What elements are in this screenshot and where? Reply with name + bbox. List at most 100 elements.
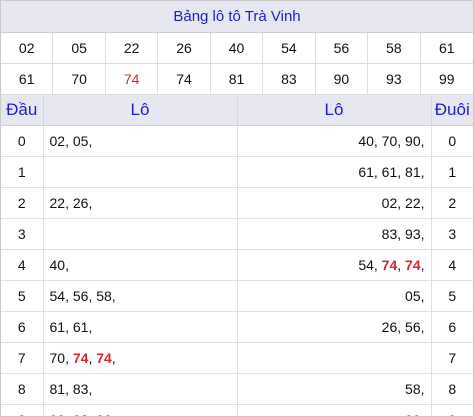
lo-by-head-cell: 54, 56, 58, xyxy=(43,280,238,312)
lo-by-head-cell: 61, 61, xyxy=(43,311,238,343)
lo-number: 99 xyxy=(96,412,112,416)
lo-number: 83 xyxy=(381,226,398,242)
dau-digit: 7 xyxy=(1,342,44,374)
table-row: 990, 93, 99, 99, 9 xyxy=(1,404,473,416)
result-number: 70 xyxy=(53,64,106,95)
lo-by-head-cell xyxy=(43,218,238,250)
lo-number: 56 xyxy=(405,319,421,335)
result-number: 99 xyxy=(420,64,473,95)
result-number: 05 xyxy=(53,33,106,64)
duoi-digit: 0 xyxy=(431,125,473,157)
lo-number: 90 xyxy=(405,133,421,149)
lo-number: 05 xyxy=(72,133,89,149)
lo-number: 70 xyxy=(49,350,66,366)
duoi-digit: 4 xyxy=(431,249,473,281)
lo-number: 22 xyxy=(405,195,421,211)
lo-number: 83 xyxy=(72,381,89,397)
dau-digit: 6 xyxy=(1,311,44,343)
dau-digit: 5 xyxy=(1,280,44,312)
lo-number: 90 xyxy=(50,412,66,416)
header-duoi: Đuôi xyxy=(431,95,473,126)
lo-by-head-cell: 90, 93, 99, xyxy=(43,404,238,416)
lo-number: 81 xyxy=(49,381,66,397)
result-number: 90 xyxy=(315,64,369,95)
lo-number: 40 xyxy=(49,257,66,273)
lo-by-head-cell: 70, 74, 74, xyxy=(43,342,238,374)
duoi-digit: 7 xyxy=(431,342,473,374)
lo-number: 61 xyxy=(49,319,66,335)
dau-digit: 4 xyxy=(1,249,44,281)
lo-by-tail-cell: 61, 61, 81, xyxy=(237,156,432,188)
lo-by-tail-cell: 58, xyxy=(237,373,432,405)
duoi-digit: 1 xyxy=(431,156,473,188)
duoi-digit: 8 xyxy=(431,373,473,405)
dau-digit: 3 xyxy=(1,218,44,250)
table-row: 3 83, 93, 3 xyxy=(1,218,473,250)
lo-number: 81 xyxy=(405,164,421,180)
header-lo-right: Lô xyxy=(237,95,432,126)
lo-by-head-cell xyxy=(43,156,238,188)
result-number: 22 xyxy=(105,33,159,64)
header-dau: Đầu xyxy=(1,95,44,126)
results-number-grid: 02 05 22 26 40 54 56 58 61 61 70 74 74 81 83 90 93 99 xyxy=(1,33,473,95)
table-row: 4 40, 54, 74, 74, 4 xyxy=(1,249,473,281)
duoi-digit: 9 xyxy=(431,405,473,416)
lo-by-tail-cell: 54, 74, 74, xyxy=(237,249,432,281)
lo-number: 93 xyxy=(405,226,421,242)
duoi-digit: 2 xyxy=(431,187,473,219)
duoi-digit: 3 xyxy=(431,218,473,250)
lo-number: 74 xyxy=(381,257,398,273)
lo-number: 54 xyxy=(49,288,66,304)
table-row: 8 81, 83, 58, 8 xyxy=(1,373,473,405)
table-row: 7 70, 74, 74, 7 xyxy=(1,342,473,374)
lo-number: 93 xyxy=(73,412,89,416)
lo-by-tail-cell: 02, 22, xyxy=(237,187,432,219)
result-number: 81 xyxy=(210,64,264,95)
lo-number: 70 xyxy=(381,133,398,149)
lo-number: 61 xyxy=(72,319,89,335)
result-number: 74 xyxy=(105,64,159,95)
lo-number: 58 xyxy=(96,288,112,304)
lo-number: 26 xyxy=(72,195,89,211)
result-number: 26 xyxy=(158,33,211,64)
lo-number: 74 xyxy=(72,350,89,366)
lo-number: 02 xyxy=(49,133,66,149)
lo-by-tail-cell: 99, xyxy=(237,404,432,416)
dau-digit: 8 xyxy=(1,373,44,405)
lo-number: 22 xyxy=(49,195,66,211)
duoi-digit: 6 xyxy=(431,311,473,343)
page-title: Bảng lô tô Trà Vinh xyxy=(1,1,473,33)
table-body: 0 02, 05, 40, 70, 90, 0 1 61, 61, 81, 1 2 22,… xyxy=(1,125,473,416)
table-row: 2 22, 26, 02, 22, 2 xyxy=(1,187,473,219)
lo-number: 61 xyxy=(381,164,398,180)
dau-digit: 1 xyxy=(1,156,44,188)
table-row: 1 61, 61, 81, 1 xyxy=(1,156,473,188)
lo-number: 61 xyxy=(358,164,374,180)
duoi-digit: 5 xyxy=(431,280,473,312)
lo-by-head-cell: 02, 05, xyxy=(43,125,238,157)
lo-number: 74 xyxy=(405,257,421,273)
lo-by-head-cell: 81, 83, xyxy=(43,373,238,405)
result-number: 54 xyxy=(263,33,316,64)
lo-by-head-cell: 40, xyxy=(43,249,238,281)
table-row: 0 02, 05, 40, 70, 90, 0 xyxy=(1,125,473,157)
lo-number: 56 xyxy=(72,288,89,304)
dau-digit: 0 xyxy=(1,125,44,157)
lo-by-tail-cell xyxy=(237,342,432,374)
lo-by-tail-cell: 83, 93, xyxy=(237,218,432,250)
lo-number: 99 xyxy=(405,412,421,416)
lo-number: 26 xyxy=(381,319,398,335)
result-number: 56 xyxy=(315,33,369,64)
result-number: 93 xyxy=(368,64,421,95)
result-number: 58 xyxy=(368,33,421,64)
result-number: 61 xyxy=(420,33,473,64)
result-number: 40 xyxy=(210,33,264,64)
table-header-row: Đầu Lô Lô Đuôi xyxy=(1,95,473,126)
lo-number: 05 xyxy=(405,288,421,304)
lo-to-table: Đầu Lô Lô Đuôi 0 02, 05, 40, 70, 90, 0 1 61… xyxy=(1,95,473,416)
lo-by-head-cell: 22, 26, xyxy=(43,187,238,219)
lo-number: 40 xyxy=(358,133,374,149)
lo-by-tail-cell: 40, 70, 90, xyxy=(237,125,432,157)
lo-by-tail-cell: 05, xyxy=(237,280,432,312)
